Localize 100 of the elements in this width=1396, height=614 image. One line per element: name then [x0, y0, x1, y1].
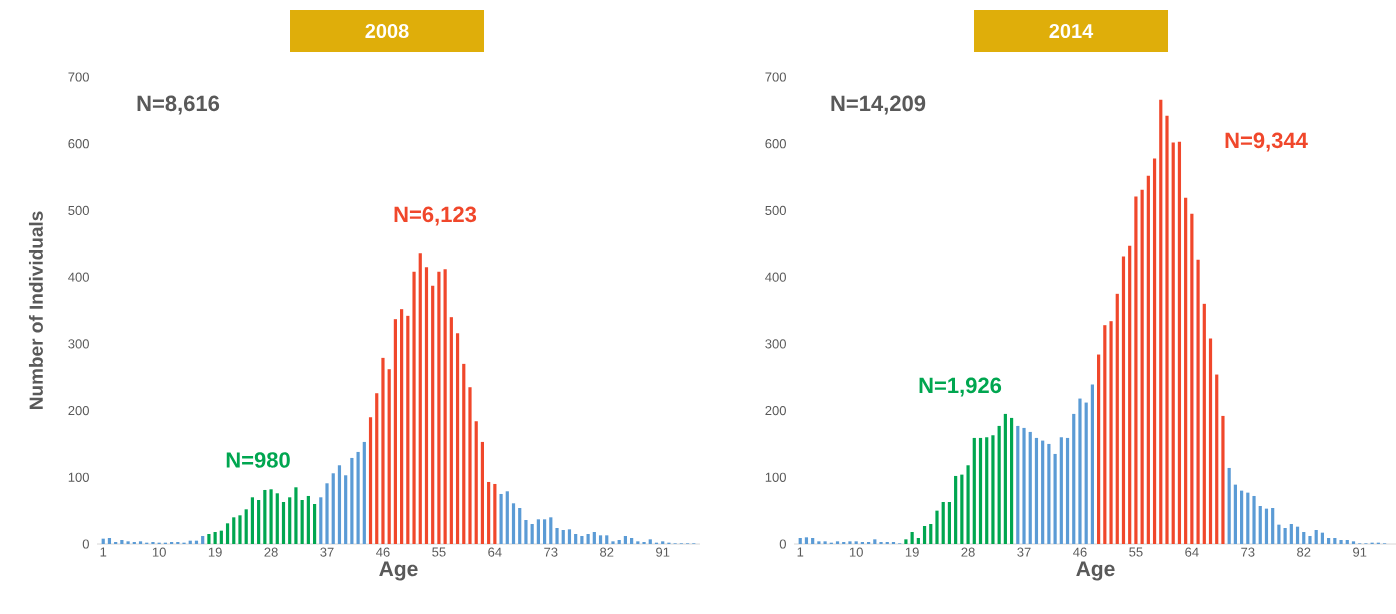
bar	[1339, 540, 1343, 544]
bar	[244, 509, 248, 544]
bar	[630, 537, 634, 544]
bar	[138, 541, 143, 544]
bar	[232, 517, 236, 544]
bar	[1271, 507, 1275, 544]
bar	[1016, 425, 1020, 544]
bar	[1258, 505, 1262, 544]
bar	[1240, 490, 1244, 544]
y-tick-label: 100	[68, 472, 89, 482]
y-tick-label: 100	[765, 472, 786, 482]
bar	[567, 529, 572, 544]
bar	[1308, 536, 1312, 544]
bar	[418, 253, 422, 544]
bar	[437, 271, 441, 544]
bar	[424, 267, 429, 544]
bar	[823, 541, 827, 544]
bar	[1264, 508, 1269, 544]
bar	[381, 357, 385, 544]
bar	[412, 271, 416, 544]
bar	[1314, 529, 1318, 544]
bar	[542, 519, 547, 544]
bar	[935, 510, 939, 544]
y-tick-label: 500	[765, 205, 786, 216]
bar	[922, 525, 927, 544]
bar	[1041, 440, 1045, 544]
x-tick-label: 82	[600, 547, 614, 557]
bar	[1177, 141, 1182, 544]
bar	[499, 493, 503, 544]
x-tick-label: 64	[1185, 547, 1199, 557]
bar	[362, 441, 366, 544]
bar	[1277, 524, 1281, 544]
y-tick-label: 600	[68, 139, 89, 149]
bar	[449, 317, 453, 544]
x-tick-label: 10	[152, 547, 166, 557]
bar	[960, 474, 964, 544]
bar	[1190, 213, 1194, 544]
bar	[636, 541, 640, 544]
bar	[910, 531, 914, 544]
bar	[1047, 443, 1051, 544]
bar	[997, 425, 1001, 544]
bar	[1208, 338, 1213, 544]
y-tick-label: 0	[779, 539, 786, 549]
bar	[431, 285, 435, 544]
bar	[474, 421, 478, 544]
bar	[325, 483, 329, 544]
bar	[387, 369, 391, 544]
bar	[213, 531, 217, 544]
bar	[505, 491, 509, 544]
bar	[966, 465, 970, 544]
annotation: N=6,123	[394, 206, 477, 226]
bar	[1090, 384, 1094, 544]
bar	[798, 537, 802, 544]
bar	[518, 507, 522, 544]
bar	[592, 531, 596, 544]
bar	[1072, 413, 1076, 544]
bar	[1302, 531, 1306, 544]
bar	[250, 497, 255, 544]
bar	[605, 535, 609, 544]
x-tick-label: 19	[208, 547, 222, 557]
chart-title: 2008	[365, 23, 409, 39]
bar	[1351, 541, 1356, 544]
bar	[263, 489, 267, 544]
bar	[344, 475, 348, 544]
bar	[393, 319, 397, 544]
bar	[126, 541, 130, 544]
bar	[1289, 523, 1293, 544]
bar	[661, 541, 665, 544]
bar	[331, 473, 335, 544]
bar	[530, 523, 534, 544]
x-tick-label: 10	[849, 547, 863, 557]
bar	[294, 487, 298, 544]
bar	[586, 533, 590, 544]
bar	[312, 503, 317, 544]
bar	[854, 541, 858, 544]
bar	[1140, 189, 1144, 544]
bar	[1121, 256, 1126, 544]
bar	[904, 539, 908, 544]
bar	[536, 519, 540, 544]
bar	[288, 497, 292, 544]
bar	[1034, 437, 1039, 544]
annotation: N=9,344	[1225, 132, 1308, 152]
bar	[319, 497, 323, 544]
bar	[648, 539, 652, 544]
bar	[1283, 527, 1287, 544]
bar	[1103, 325, 1107, 544]
annotation: N=8,616	[137, 95, 220, 115]
bar	[443, 269, 447, 544]
bar	[1003, 413, 1007, 544]
bar	[1152, 158, 1157, 544]
bar	[991, 435, 995, 544]
bar	[400, 309, 404, 544]
y-tick-label: 700	[68, 72, 89, 82]
bar	[916, 537, 920, 544]
bar	[219, 530, 223, 544]
y-tick-label: 400	[68, 272, 89, 282]
x-tick-label: 73	[544, 547, 558, 557]
bar	[1022, 427, 1026, 544]
x-tick-label: 37	[1017, 547, 1031, 557]
bar	[1159, 99, 1163, 544]
